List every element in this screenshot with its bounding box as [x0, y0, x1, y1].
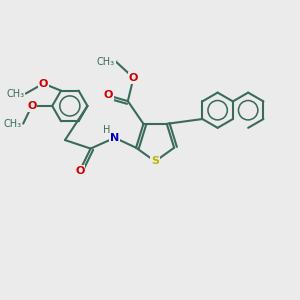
- Text: O: O: [129, 73, 138, 83]
- Text: methyl: methyl: [114, 59, 119, 61]
- Text: CH₃: CH₃: [97, 57, 115, 67]
- Text: S: S: [151, 156, 159, 167]
- Text: O: O: [39, 79, 48, 88]
- Text: O: O: [75, 166, 85, 176]
- Text: CH₃: CH₃: [6, 88, 24, 98]
- Text: O: O: [103, 90, 112, 100]
- Text: O: O: [27, 101, 36, 111]
- Text: N: N: [110, 133, 119, 143]
- Text: H: H: [103, 125, 111, 135]
- Text: CH₃: CH₃: [4, 118, 22, 129]
